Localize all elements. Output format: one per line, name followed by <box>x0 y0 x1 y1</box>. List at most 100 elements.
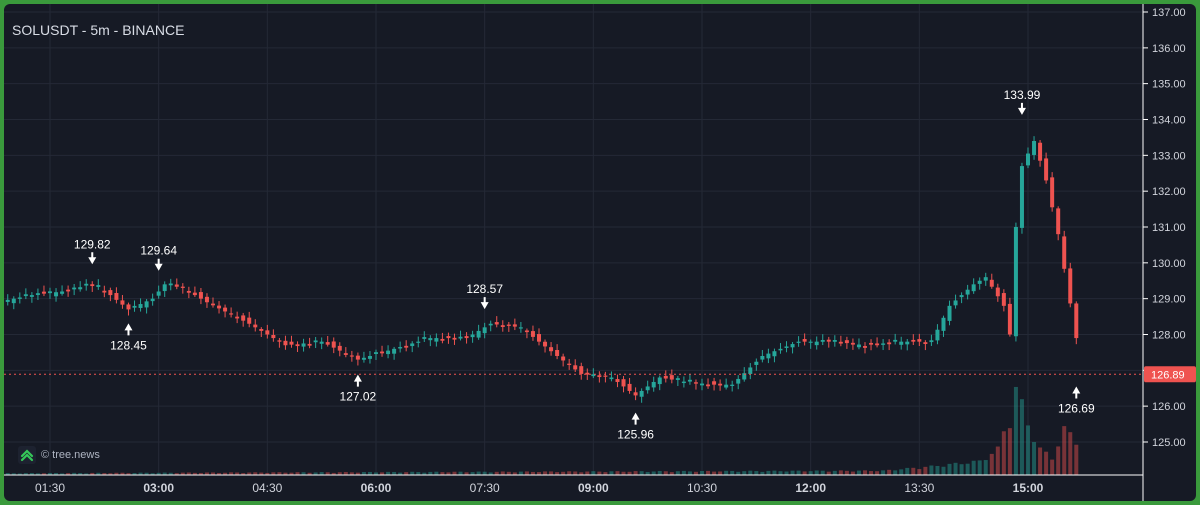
candle-body <box>537 334 541 342</box>
volume-bar <box>174 473 179 475</box>
volume-bar <box>343 471 348 475</box>
volume-bar <box>875 471 880 475</box>
volume-bar <box>23 473 28 475</box>
volume-bar <box>718 471 723 475</box>
time-tick-label: 10:30 <box>687 481 717 495</box>
candle-body <box>621 379 626 387</box>
volume-bar <box>349 472 354 475</box>
candle-body <box>772 351 777 357</box>
volume-bar <box>923 466 928 475</box>
volume-bar <box>289 472 294 475</box>
volume-bar <box>156 472 161 475</box>
candle-body <box>386 350 391 355</box>
candle-body <box>832 340 837 342</box>
candle-body <box>760 356 765 360</box>
volume-bar <box>192 472 197 475</box>
volume-bar <box>567 471 572 475</box>
volume-bar <box>229 472 234 475</box>
volume-bar <box>681 470 686 475</box>
volume-bar <box>893 470 898 475</box>
volume-bar <box>1062 426 1067 475</box>
volume-bar <box>657 470 662 475</box>
volume-bar <box>591 471 596 475</box>
volume-bar <box>543 471 548 475</box>
volume-bar <box>512 472 517 475</box>
candle-body <box>869 342 874 345</box>
candle-body <box>1026 153 1030 166</box>
candle-body <box>1050 177 1055 208</box>
volume-bar <box>54 473 59 475</box>
volume-bar <box>911 467 916 475</box>
candle-body <box>476 330 481 338</box>
candle-body <box>579 366 584 374</box>
candle-body <box>247 317 252 324</box>
volume-bar <box>766 470 771 475</box>
watermark-text: © tree.news <box>41 449 100 461</box>
volume-bar <box>198 472 203 475</box>
candle-body <box>259 329 264 331</box>
time-tick-label: 13:30 <box>904 481 934 495</box>
time-tick-label: 15:00 <box>1013 481 1044 495</box>
volume-bar <box>820 470 825 475</box>
volume-bar <box>790 470 795 475</box>
volume-bar <box>633 471 638 475</box>
candle-body <box>464 336 469 339</box>
volume-bar <box>307 472 312 475</box>
volume-bar <box>404 472 409 475</box>
candle-body <box>380 351 385 354</box>
volume-bar <box>784 471 789 475</box>
volume-bar <box>700 470 704 475</box>
volume-bar <box>452 471 457 475</box>
volume-bar <box>271 472 276 475</box>
candle-body <box>422 337 427 339</box>
candle-body <box>929 340 934 343</box>
candle-body <box>1044 158 1049 181</box>
volume-bar <box>96 472 101 475</box>
volume-bar <box>186 472 191 475</box>
volume-bar <box>440 472 445 475</box>
volume-bar <box>1001 431 1006 475</box>
candle-body <box>633 392 638 396</box>
volume-bar <box>977 460 982 475</box>
candle-body <box>518 327 523 329</box>
candle-body <box>343 353 348 355</box>
candle-body <box>989 279 994 287</box>
time-tick-label: 07:30 <box>470 481 500 495</box>
candle-body <box>23 294 28 297</box>
volume-bar <box>772 470 777 475</box>
volume-bar <box>434 471 439 475</box>
price-tick-label: 126.00 <box>1152 401 1186 413</box>
volume-bar <box>259 472 264 475</box>
price-tick-label: 136.00 <box>1152 43 1186 55</box>
volume-bar <box>1007 428 1012 475</box>
candle-body <box>573 365 578 370</box>
volume-bar <box>126 473 131 475</box>
candle-body <box>1068 268 1073 304</box>
volume-bar <box>1056 446 1061 475</box>
volume-bar <box>603 472 608 475</box>
time-tick-label: 03:00 <box>143 481 174 495</box>
candle-body <box>808 341 813 343</box>
candle-body <box>917 339 922 342</box>
volume-bar <box>78 473 83 475</box>
down-arrow-icon <box>1017 102 1026 115</box>
candle-body <box>1056 208 1061 235</box>
candle-body <box>301 343 306 347</box>
volume-bar <box>367 471 372 475</box>
candle-body <box>591 374 596 377</box>
volume-bar <box>736 471 741 475</box>
volume-bar <box>778 471 783 475</box>
candle-body <box>663 375 668 379</box>
price-markers: 129.82 128.45 129.64 127.02 128.57 125.96 133.… <box>74 88 1095 442</box>
down-arrow-icon <box>154 258 163 271</box>
volume-bar <box>826 471 831 475</box>
price-tick-label: 135.00 <box>1152 79 1186 91</box>
volume-bar <box>66 473 71 475</box>
candle-body <box>1062 236 1067 269</box>
volume-bar <box>120 472 125 475</box>
candlestick-chart[interactable]: 129.82 128.45 129.64 127.02 128.57 125.96 133.… <box>4 4 1196 501</box>
volume-bar <box>615 471 620 475</box>
candle-body <box>114 292 119 300</box>
candle-body <box>530 331 535 337</box>
volume-bar <box>386 471 391 475</box>
